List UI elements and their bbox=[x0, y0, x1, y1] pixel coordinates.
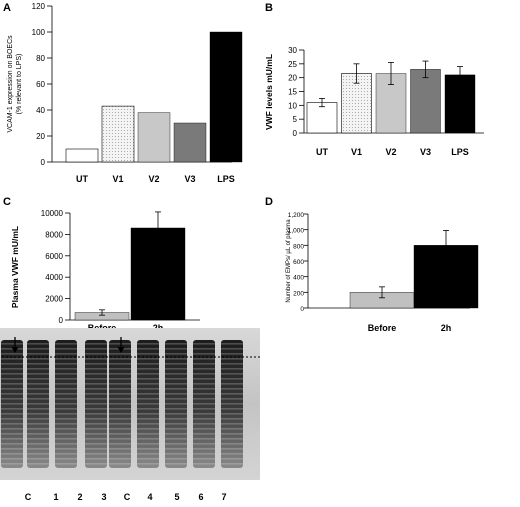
y-tick-label: 800 bbox=[293, 243, 304, 250]
bar-lps bbox=[209, 31, 243, 163]
y-tick-label: 25 bbox=[288, 60, 297, 69]
panel-letter-b: B bbox=[265, 2, 273, 14]
gel-lane-label: C bbox=[25, 492, 32, 502]
gel-lane-bands bbox=[1, 340, 23, 468]
y-tick-label: 120 bbox=[32, 2, 46, 11]
gel-lane-bands bbox=[193, 340, 215, 468]
category-label: V3 bbox=[420, 147, 431, 157]
y-tick-label: 10 bbox=[288, 101, 297, 110]
y-tick-label: 30 bbox=[288, 46, 297, 55]
y-tick-label: 200 bbox=[293, 290, 304, 297]
y-tick-label: 600 bbox=[293, 259, 304, 266]
y-tick-label: 80 bbox=[36, 54, 45, 63]
y-tick-label: 4000 bbox=[45, 273, 63, 282]
gel-lane-bands bbox=[137, 340, 159, 468]
category-label: V2 bbox=[385, 147, 396, 157]
category-label: V3 bbox=[184, 174, 195, 184]
bar-2h bbox=[413, 245, 479, 309]
gel-lane-bands bbox=[165, 340, 187, 468]
y-tick-label: 10000 bbox=[41, 209, 64, 218]
y-tick-label: 2000 bbox=[45, 295, 63, 304]
category-label: 2h bbox=[441, 323, 452, 333]
category-label: LPS bbox=[217, 174, 235, 184]
bar-v1 bbox=[341, 73, 372, 134]
y-axis-label: Plasma VWF mU/mL bbox=[10, 226, 20, 308]
y-tick-label: 20 bbox=[36, 132, 45, 141]
bar-2h bbox=[130, 227, 186, 321]
y-tick-label: 0 bbox=[300, 306, 304, 313]
gel-lane-bands bbox=[85, 340, 107, 468]
y-tick-label: 8000 bbox=[45, 230, 63, 239]
gel-lane-label: 3 bbox=[101, 492, 106, 502]
category-label: V1 bbox=[351, 147, 362, 157]
category-label: V2 bbox=[148, 174, 159, 184]
category-label: LPS bbox=[451, 147, 469, 157]
gel-lane-label: C bbox=[124, 492, 131, 502]
y-tick-label: 0 bbox=[41, 158, 46, 167]
gel-lane-label: 2 bbox=[77, 492, 82, 502]
y-tick-label: 400 bbox=[293, 275, 304, 282]
gel-lane-bands bbox=[55, 340, 77, 468]
y-tick-label: 6000 bbox=[45, 252, 63, 261]
gel-lane-bands bbox=[27, 340, 49, 468]
gel-lane-bands bbox=[221, 340, 243, 468]
bar-ut bbox=[306, 102, 338, 134]
chart-d-emps: 0 200 400 600 800 1,000 1,200 Before 2h Number of… bbox=[286, 212, 479, 333]
panel-letter-d: D bbox=[265, 196, 273, 208]
gel-lane-label: 6 bbox=[198, 492, 203, 502]
y-tick-label: 0 bbox=[293, 129, 298, 138]
gel-lane-label: 5 bbox=[174, 492, 179, 502]
y-tick-label: 1,000 bbox=[288, 228, 305, 235]
y-axis-label: VCAM-1 expression on BOECs (% relevant to… bbox=[7, 35, 23, 133]
y-tick-label: 20 bbox=[288, 74, 297, 83]
chart-b-vwf-levels: 0 5 10 15 20 25 30 UT V1 V2 V3 LPS VWF levels mU/mL bbox=[264, 46, 484, 157]
bar-v1 bbox=[101, 105, 135, 163]
y-tick-label: 100 bbox=[32, 28, 46, 37]
category-label: UT bbox=[76, 174, 88, 184]
bar-v3 bbox=[173, 122, 207, 163]
y-tick-label: 15 bbox=[288, 88, 297, 97]
bar-lps bbox=[444, 74, 476, 134]
y-axis-label: Number of EMPs/ µL of plasma bbox=[286, 219, 292, 303]
panel-letter-a: A bbox=[3, 2, 11, 14]
chart-c-plasma-vwf: 0200040006000800010000Before2hPlasma VWF… bbox=[10, 209, 200, 333]
category-label: V1 bbox=[112, 174, 123, 184]
panel-letter-c: C bbox=[3, 196, 11, 208]
gel-lane-bands bbox=[109, 340, 131, 468]
bar-ut bbox=[65, 148, 99, 163]
western-blot-gel: C 1 2 3 C 4 5 6 7 bbox=[0, 328, 260, 502]
y-tick-label: 40 bbox=[36, 106, 45, 115]
chart-a-vcam1: 0 20 40 60 80 100 120 UT V1 V2 V3 LPS VCAM-1 express… bbox=[7, 2, 243, 184]
bar-v3 bbox=[410, 69, 441, 134]
gel-lane-label: 7 bbox=[221, 492, 226, 502]
y-tick-label: 5 bbox=[293, 115, 298, 124]
y-tick-label: 0 bbox=[59, 316, 64, 325]
gel-lane-label: 1 bbox=[53, 492, 58, 502]
category-label: Before bbox=[368, 323, 397, 333]
gel-lane-label: 4 bbox=[147, 492, 152, 502]
arrow-down-icon bbox=[117, 337, 125, 353]
y-tick-label: 60 bbox=[36, 80, 45, 89]
bar-v2 bbox=[137, 112, 171, 163]
arrow-down-icon bbox=[11, 337, 19, 353]
category-label: UT bbox=[316, 147, 328, 157]
y-axis-label: VWF levels mU/mL bbox=[264, 54, 274, 130]
y-tick-label: 1,200 bbox=[288, 212, 305, 219]
